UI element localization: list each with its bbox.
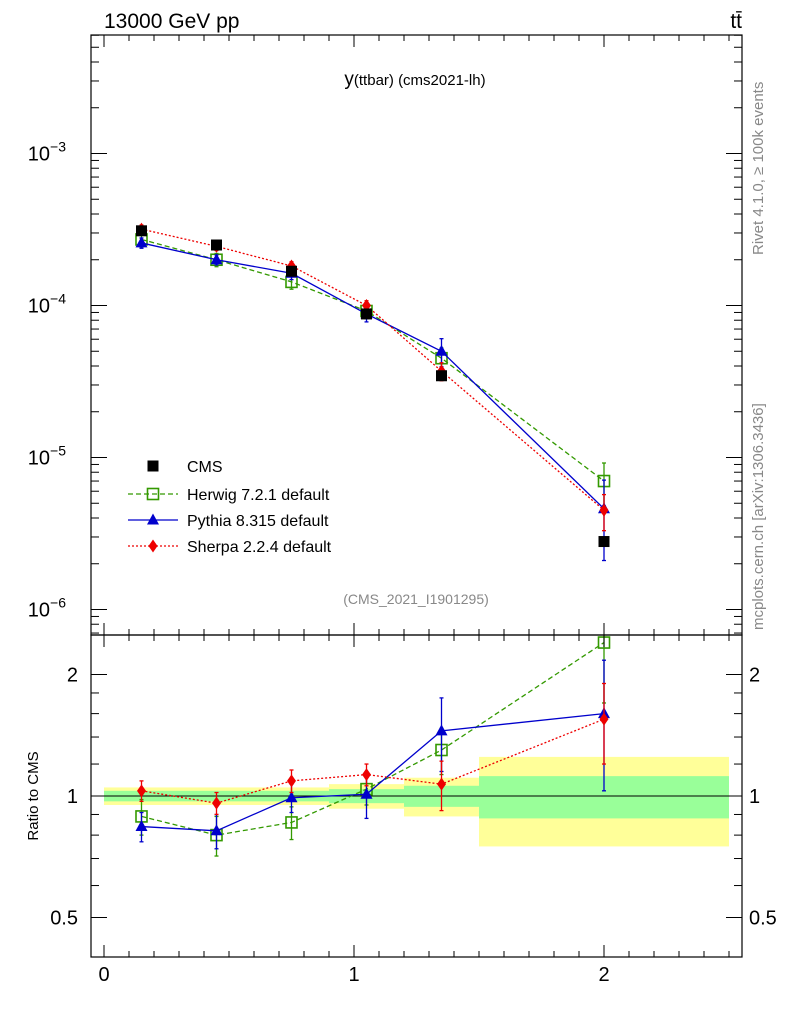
cms-data-point <box>211 239 222 251</box>
y-tick-base: 10 <box>28 448 50 470</box>
sherpa-ratio-point <box>362 768 371 782</box>
chart-title-main: y <box>344 69 354 90</box>
ratio-axis-label: Ratio to CMS <box>25 751 42 840</box>
ratio-tick-label: 0.5 <box>50 908 78 930</box>
legend-marker-cms <box>147 460 159 472</box>
energy-label: 13000 GeV pp <box>104 10 239 33</box>
mcplots-label: mcplots.cern.ch [arXiv:1306.3436] <box>750 403 767 630</box>
pythia-point <box>435 344 448 356</box>
ratio-tick-label-right: 2 <box>749 665 760 687</box>
legend-marker-herwig <box>146 487 160 501</box>
legend: CMS Herwig 7.2.1 default Pythia 8.315 defa… <box>128 459 332 556</box>
legend-marker-pythia <box>147 513 159 525</box>
x-tick-label: 1 <box>348 964 359 986</box>
cms-data-point <box>136 225 147 237</box>
pythia-ratio-line <box>141 712 605 832</box>
process-label: tt̄ <box>730 10 742 33</box>
legend-item-sherpa: Sherpa 2.2.4 default <box>128 539 332 556</box>
y-tick-exponent: −5 <box>50 443 66 459</box>
pythia-point <box>135 236 148 248</box>
y-tick-label: 10−6 <box>28 595 66 622</box>
y-tick-label: 10−4 <box>28 291 66 318</box>
herwig-line <box>141 238 605 482</box>
legend-marker-sherpa <box>148 539 158 553</box>
x-tick-label: 0 <box>98 964 109 986</box>
sherpa-ratio-point <box>599 712 609 726</box>
cms-data-point <box>436 370 447 382</box>
sherpa-point <box>599 503 609 517</box>
x-tick-label: 2 <box>598 964 609 986</box>
cms-data-point <box>361 308 372 320</box>
legend-item-pythia: Pythia 8.315 default <box>128 513 329 530</box>
y-tick-exponent: −6 <box>50 595 66 611</box>
pythia-ratio-point <box>285 791 298 803</box>
y-tick-label: 10−3 <box>28 139 66 166</box>
ratio-tick-label: 2 <box>67 665 78 687</box>
legend-item-cms: CMS <box>147 459 223 476</box>
main-panel: 10−610−510−410−3 y(ttbar) (cms2021-lh) (… <box>28 34 743 636</box>
pythia-ratio-point <box>435 724 448 736</box>
chart-title-rest: (ttbar) (cms2021-lh) <box>354 72 486 89</box>
analysis-watermark: (CMS_2021_I1901295) <box>343 591 489 607</box>
y-tick-exponent: −4 <box>50 291 66 307</box>
sherpa-ratio-point <box>137 784 146 798</box>
pythia-point <box>210 253 223 265</box>
sherpa-line <box>141 228 605 511</box>
ratio-tick-label-right: 1 <box>749 786 760 808</box>
pythia-ratio-point <box>210 824 223 836</box>
y-tick-base: 10 <box>28 144 50 166</box>
y-tick-label: 10−5 <box>28 443 66 470</box>
ratio-tick-label-right: 0.5 <box>749 908 777 930</box>
ratio-tick-label: 1 <box>67 786 78 808</box>
sherpa-ratio-point <box>287 774 296 788</box>
ratio-panel: 0 1 2 0.5 0.5 1 1 2 2 Ratio to CMS <box>25 623 777 986</box>
pythia-line <box>141 242 605 510</box>
legend-item-herwig: Herwig 7.2.1 default <box>128 487 330 504</box>
pythia-ratio-point <box>135 820 148 832</box>
sherpa-ratio-point <box>212 796 221 810</box>
cms-data-point <box>286 265 297 277</box>
cms-data-point <box>598 536 610 548</box>
herwig-ratio-line <box>141 641 605 836</box>
herwig-ratio-point <box>285 816 298 829</box>
legend-label-pythia: Pythia 8.315 default <box>187 513 329 530</box>
y-tick-base: 10 <box>28 296 50 318</box>
legend-label-herwig: Herwig 7.2.1 default <box>187 487 330 504</box>
chart-title: y(ttbar) (cms2021-lh) <box>344 69 485 90</box>
y-tick-base: 10 <box>28 600 50 622</box>
sherpa-ratio-point <box>437 777 446 791</box>
pythia-ratio-point <box>360 787 373 799</box>
y-tick-exponent: −3 <box>50 139 66 155</box>
rivet-version-label: Rivet 4.1.0, ≥ 100k events <box>750 82 767 255</box>
legend-label-cms: CMS <box>187 459 223 476</box>
legend-label-sherpa: Sherpa 2.2.4 default <box>187 539 332 556</box>
